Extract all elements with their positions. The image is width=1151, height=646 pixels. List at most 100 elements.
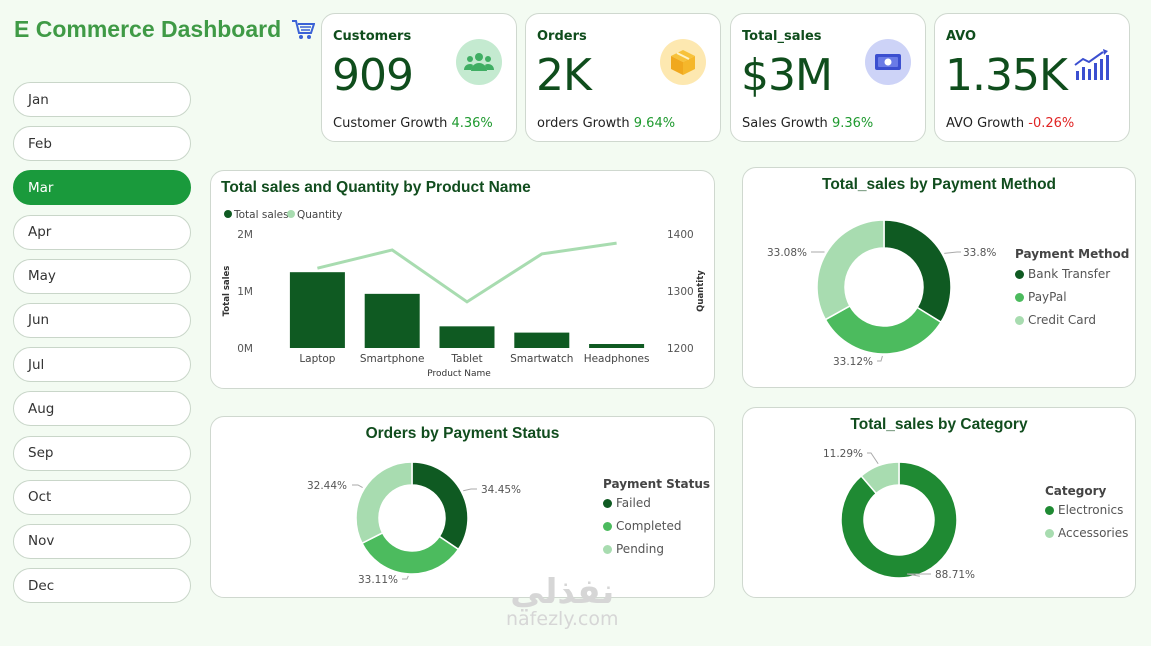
legend-quantity: Quantity: [297, 209, 342, 221]
kpi-customers-value: 909: [332, 50, 414, 101]
kpi-sales-growth: Sales Growth 9.36%: [742, 116, 874, 131]
leader-line: [877, 355, 883, 362]
donut-value-label: 33.08%: [767, 247, 807, 259]
kpi-sales-value: $3M: [741, 50, 833, 101]
kpi-customers-growth: Customer Growth 4.36%: [333, 116, 493, 131]
leader-line: [944, 251, 961, 254]
legend-paypal[interactable]: PayPal: [1015, 290, 1067, 304]
y-tick-label: 2M: [237, 229, 253, 241]
bar-tablet: [439, 326, 495, 348]
leader-line: [906, 573, 931, 577]
payment-method-donut: 33.8% 33.12% 33.08%: [767, 219, 996, 368]
x-tick-label: Smartwatch: [510, 353, 573, 365]
donut-slice-pending: [355, 461, 413, 545]
kpi-customers-card: Customers 909 Customer Growth 4.36%: [321, 13, 517, 142]
kpi-sales-label: Total_sales: [742, 29, 822, 44]
month-oct[interactable]: Oct: [13, 479, 191, 515]
month-may[interactable]: May: [13, 258, 191, 294]
y-axis-title: Total sales: [222, 266, 232, 317]
kpi-avo-label: AVO: [946, 29, 977, 44]
leader-line: [463, 488, 477, 492]
bar-headphones: [589, 344, 645, 348]
donut-slice-credit-card: [816, 219, 885, 321]
legend-pending[interactable]: Pending: [603, 542, 664, 556]
legend-accessories[interactable]: Accessories: [1045, 526, 1128, 540]
donut-slice-accessories: [860, 461, 900, 495]
watermark-latin: nafezly.com: [506, 608, 619, 630]
donut-slice-failed: [411, 461, 469, 551]
kpi-orders-growth: orders Growth 9.64%: [537, 116, 676, 131]
category-card: Total_sales by Category 88.71% 11.29% Cat…: [742, 407, 1136, 598]
quantity-line: [317, 241, 617, 304]
bar-laptop: [289, 272, 345, 348]
donut-value-label: 34.45%: [481, 484, 521, 496]
month-jun[interactable]: Jun: [13, 302, 191, 338]
payment-method-title: Total_sales by Payment Method: [822, 176, 1056, 193]
dashboard-title-text: E Commerce Dashboard: [14, 16, 282, 42]
legend-total-sales: Total sales: [233, 209, 289, 221]
y-tick-label: 1M: [237, 286, 253, 298]
kpi-avo-value: 1.35K: [945, 50, 1068, 101]
month-slicer: Jan Feb Mar Apr May Jun Jul Aug Sep Oct …: [13, 82, 191, 612]
legend-bank-transfer[interactable]: Bank Transfer: [1015, 267, 1110, 281]
y2-axis-title: Quantity: [696, 270, 706, 312]
donut-slice-bank-transfer: [883, 219, 952, 324]
month-mar[interactable]: Mar: [13, 170, 191, 206]
month-apr[interactable]: Apr: [13, 214, 191, 250]
x-tick-label: Smartphone: [360, 353, 425, 365]
kpi-customers-label: Customers: [333, 29, 412, 44]
customers-icon: [456, 39, 502, 85]
donut-value-label: 33.12%: [833, 356, 873, 368]
donut-slice-completed: [360, 531, 460, 575]
month-jul[interactable]: Jul: [13, 347, 191, 383]
y2-tick-label: 1400: [667, 229, 694, 241]
package-icon: [660, 39, 706, 85]
legend-failed[interactable]: Failed: [603, 496, 651, 510]
donut-slice-electronics: [840, 461, 958, 579]
month-jan[interactable]: Jan: [13, 82, 191, 117]
x-tick-label: Headphones: [584, 353, 650, 365]
month-aug[interactable]: Aug: [13, 391, 191, 427]
money-icon: [865, 39, 911, 85]
donut-value-label: 33.8%: [963, 247, 996, 259]
y-tick-label: 0M: [237, 343, 253, 355]
category-donut: 88.71% 11.29%: [823, 448, 975, 581]
legend-total-sales-dot: [224, 210, 232, 218]
payment-status-title: Orders by Payment Status: [365, 425, 560, 442]
bar-smartphone: [364, 293, 420, 348]
shopping-cart-icon: [292, 19, 316, 39]
y2-tick-label: 1300: [667, 286, 694, 298]
legend-completed[interactable]: Completed: [603, 519, 681, 533]
payment-status-legend-title: Payment Status: [603, 477, 711, 491]
category-legend-title: Category: [1045, 484, 1107, 498]
leader-line: [402, 575, 409, 580]
kpi-sales-card: Total_sales $3M Sales Growth 9.36%: [730, 13, 926, 142]
bar-smartwatch: [514, 332, 570, 348]
month-sep[interactable]: Sep: [13, 435, 191, 471]
dashboard-title: E Commerce Dashboard: [14, 16, 316, 43]
product-chart-card: Total sales and Quantity by Product Name…: [210, 170, 715, 389]
donut-value-label: 11.29%: [823, 448, 863, 460]
legend-electronics[interactable]: Electronics: [1045, 503, 1123, 517]
month-feb[interactable]: Feb: [13, 126, 191, 162]
kpi-avo-card: AVO 1.35K AVO Growth -0.26%: [934, 13, 1130, 142]
leader-line: [867, 452, 879, 465]
payment-status-card: Orders by Payment Status 34.45% 33.11% 32.…: [210, 416, 715, 598]
month-nov[interactable]: Nov: [13, 523, 191, 559]
watermark: نفذلي nafezly.com: [506, 572, 618, 630]
x-tick-label: Laptop: [299, 353, 335, 365]
product-bar-line-chart: Total sales Quantity 0M 1M 2M 1200 1300 1400 Tot…: [222, 209, 706, 379]
product-chart-title: Total sales and Quantity by Product Name: [221, 179, 531, 196]
month-dec[interactable]: Dec: [13, 568, 191, 604]
payment-status-donut: 34.45% 33.11% 32.44%: [307, 461, 521, 586]
y2-tick-label: 1200: [667, 343, 694, 355]
x-tick-label: Tablet: [450, 353, 482, 365]
donut-value-label: 32.44%: [307, 480, 347, 492]
kpi-orders-card: Orders 2K orders Growth 9.64%: [525, 13, 721, 142]
legend-quantity-dot: [287, 210, 295, 218]
watermark-arabic: نفذلي: [510, 572, 615, 612]
payment-method-legend-title: Payment Method: [1015, 247, 1130, 261]
category-title: Total_sales by Category: [850, 416, 1028, 433]
legend-credit-card[interactable]: Credit Card: [1015, 313, 1096, 327]
donut-value-label: 88.71%: [935, 569, 975, 581]
